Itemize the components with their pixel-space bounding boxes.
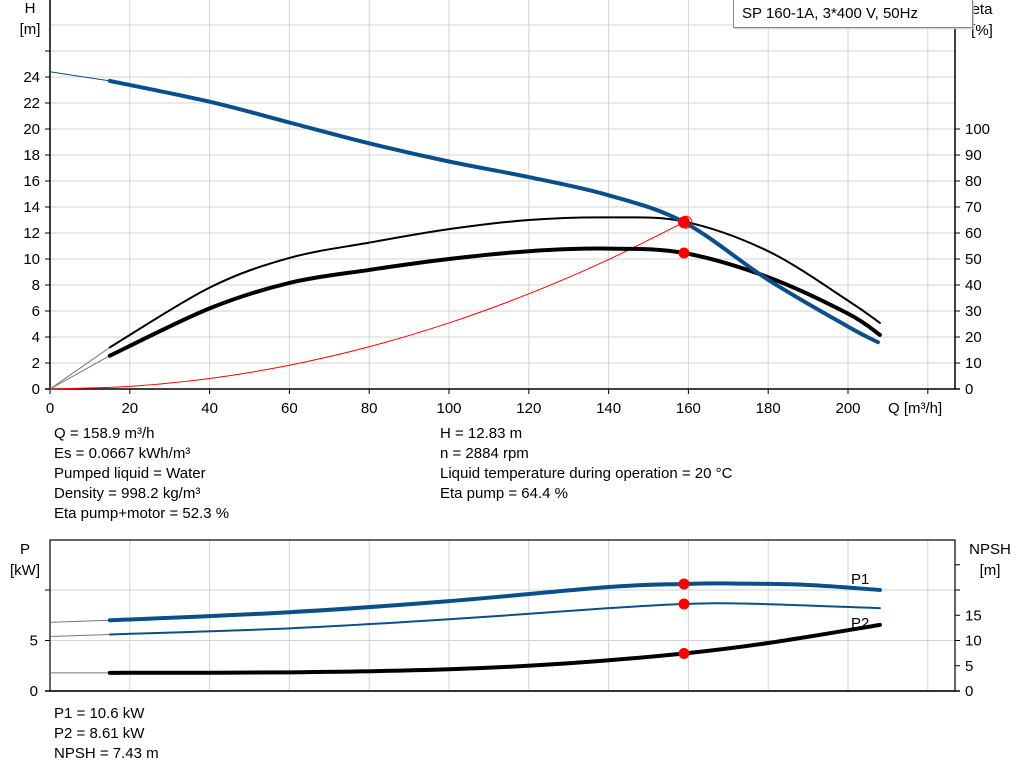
q-tick-label: 20 [121, 400, 138, 417]
h-tick-label: 8 [32, 277, 40, 294]
series-label-p1: P1 [851, 571, 869, 588]
p-axis-unit: [kW] [10, 562, 40, 579]
h-tick-label: 0 [32, 381, 40, 398]
curve-H [107, 78, 880, 345]
bottom-grid [50, 540, 955, 691]
npsh-tick-label: 15 [965, 607, 982, 624]
info-right: H = 12.83 m n = 2884 rpm Liquid temperat… [440, 424, 732, 504]
info-n: n = 2884 rpm [440, 445, 529, 462]
eta-tick-label: 50 [965, 251, 982, 268]
eta-tick-label: 80 [965, 173, 982, 190]
npsh-axis-label: NPSH [969, 541, 1011, 558]
top-grid [50, 0, 955, 389]
info-left: Q = 158.9 m³/h Es = 0.0667 kWh/m³ Pumped… [54, 424, 229, 524]
eta-tick-label: 20 [965, 329, 982, 346]
duty-point-h-marker [678, 216, 691, 229]
q-tick-label: 140 [596, 400, 621, 417]
q-axis-label: Q [m³/h] [888, 400, 942, 417]
info-h: H = 12.83 m [440, 425, 523, 442]
duty-point-npsh-marker [678, 647, 690, 659]
p-axis-label: P [20, 541, 30, 558]
curves [49, 71, 882, 675]
p-tick-label: 0 [30, 683, 38, 700]
q-tick-label: 200 [835, 400, 860, 417]
eta-tick-label: 10 [965, 355, 982, 372]
info-density: Density = 998.2 kg/m³ [54, 485, 201, 502]
h-tick-label: 12 [23, 225, 40, 242]
h-tick-label: 20 [23, 121, 40, 138]
p-tick-label: 5 [30, 633, 38, 650]
q-tick-label: 180 [756, 400, 781, 417]
info-p1: P1 = 10.6 kW [54, 705, 145, 722]
eta-tick-label: 100 [965, 121, 990, 138]
npsh-tick-label: 5 [965, 658, 973, 675]
curve-eta-pump-extrapolation [49, 346, 111, 390]
info-eta-pump-motor: Eta pump+motor = 52.3 % [54, 505, 230, 522]
info-eta-pump: Eta pump = 64.4 % [440, 485, 568, 502]
h-tick-label: 14 [23, 199, 40, 216]
q-tick-label: 100 [436, 400, 461, 417]
eta-tick-label: 90 [965, 147, 982, 164]
h-axis-label: H [25, 0, 36, 17]
info-p2: P2 = 8.61 kW [54, 725, 145, 742]
info-npsh: NPSH = 7.43 m [54, 745, 159, 762]
curve-P2 [108, 602, 881, 636]
curve-P1 [107, 581, 882, 623]
h-tick-label: 6 [32, 303, 40, 320]
info-temp: Liquid temperature during operation = 20… [440, 465, 733, 482]
curve-P1-extrapolation [49, 619, 110, 623]
eta-tick-label: 40 [965, 277, 982, 294]
duty-point-eta-marker [678, 247, 690, 259]
eta-axis-unit: [%] [971, 22, 993, 39]
curve-eta-pump-motor-extrapolation [49, 355, 111, 390]
curve-system-curve [49, 221, 685, 390]
info-es: Es = 0.0667 kWh/m³ [54, 445, 191, 462]
h-tick-label: 16 [23, 173, 40, 190]
q-tick-label: 0 [46, 400, 54, 417]
eta-tick-label: 0 [965, 381, 973, 398]
curve-NPSH [107, 622, 882, 675]
info-liquid: Pumped liquid = Water [54, 465, 206, 482]
npsh-axis-unit: [m] [980, 562, 1001, 579]
npsh-tick-label: 10 [965, 633, 982, 650]
eta-axis-label: eta [972, 1, 994, 18]
q-tick-label: 40 [201, 400, 218, 417]
h-axis-unit: [m] [20, 21, 41, 38]
curve-eta-pump-motor [107, 246, 882, 358]
duty-point-p1-marker [678, 578, 690, 590]
duty-point-markers [678, 215, 693, 659]
h-tick-label: 22 [23, 95, 40, 112]
q-tick-label: 120 [516, 400, 541, 417]
h-tick-label: 10 [23, 251, 40, 268]
tick-labels: 0246810121416182022240102030405060708090… [10, 0, 1011, 700]
eta-tick-label: 60 [965, 225, 982, 242]
q-tick-label: 160 [676, 400, 701, 417]
info-q: Q = 158.9 m³/h [54, 425, 155, 442]
h-tick-label: 18 [23, 147, 40, 164]
axes [45, 0, 960, 692]
duty-point-p2-marker [678, 598, 690, 610]
h-tick-label: 2 [32, 355, 40, 372]
eta-tick-label: 70 [965, 199, 982, 216]
q-tick-label: 60 [281, 400, 298, 417]
curve-eta-pump [108, 216, 881, 349]
h-tick-label: 4 [32, 329, 40, 346]
curve-P2-extrapolation [49, 633, 110, 637]
h-tick-label: 24 [23, 69, 40, 86]
q-tick-label: 80 [361, 400, 378, 417]
series-label-p2: P2 [851, 615, 869, 632]
curve-H-extrapolation [49, 71, 110, 82]
info-power: P1 = 10.6 kW P2 = 8.61 kW NPSH = 7.43 m [54, 704, 159, 764]
npsh-tick-label: 0 [965, 683, 973, 700]
eta-tick-label: 30 [965, 303, 982, 320]
pump-title: SP 160-1A, 3*400 V, 50Hz [733, 0, 973, 28]
